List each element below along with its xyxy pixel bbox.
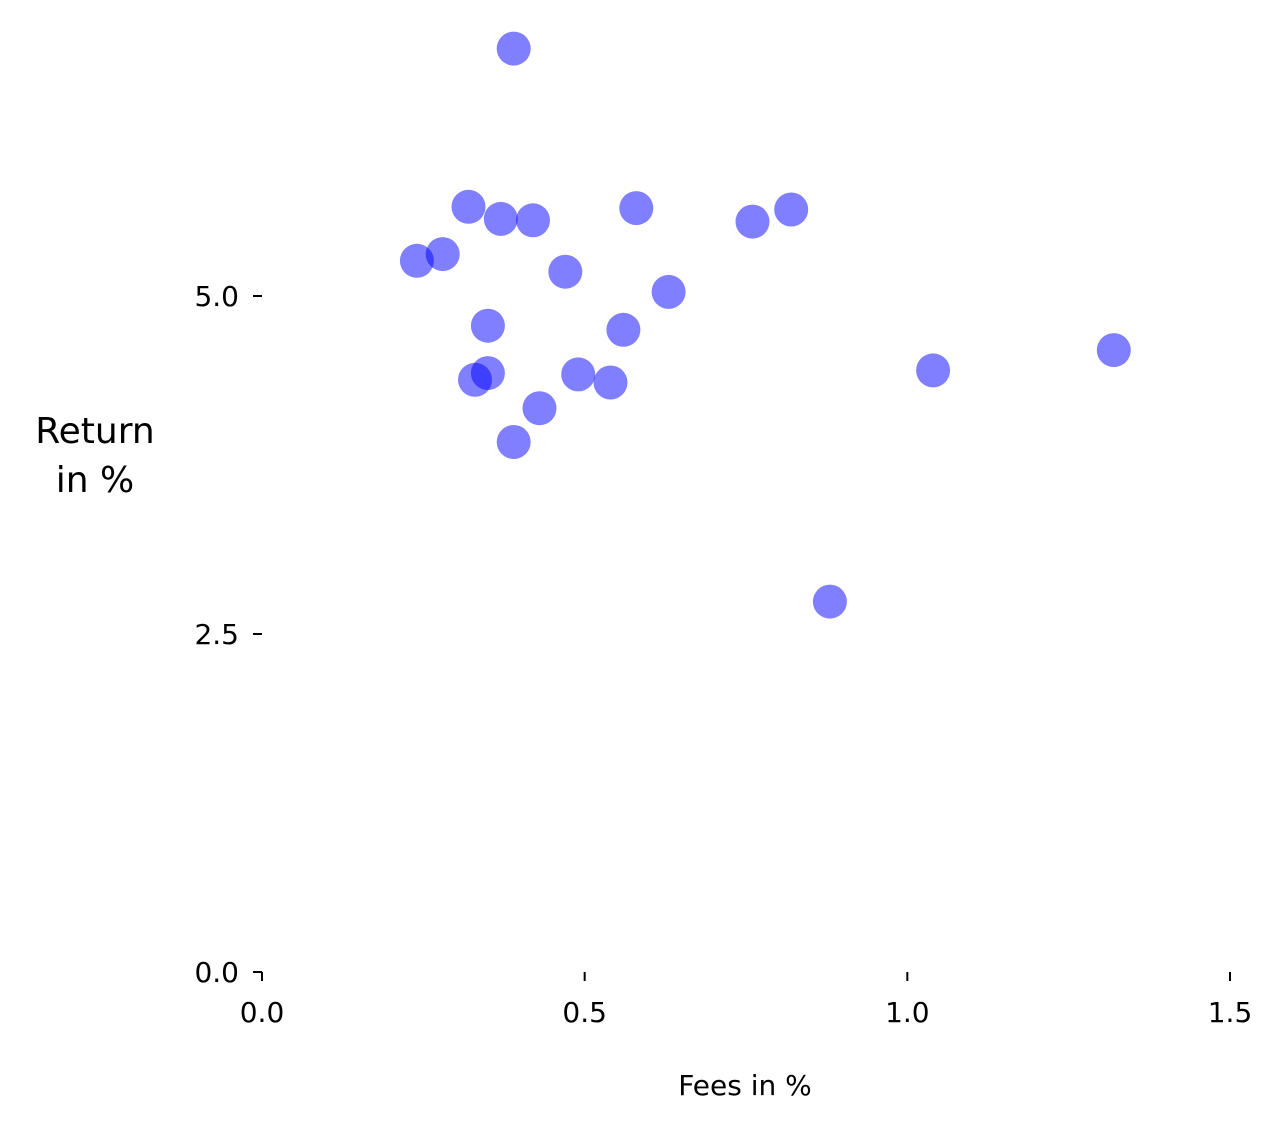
data-point [451, 189, 486, 224]
data-point [1096, 333, 1131, 368]
data-point [399, 243, 434, 278]
data-point [561, 357, 596, 392]
y-axis: 0.0 2.5 5.0 [194, 280, 262, 989]
data-point [458, 362, 492, 397]
y-axis-label-line-2: in % [56, 460, 134, 501]
y-tick-label: 0.0 [194, 956, 239, 989]
data-point [774, 192, 809, 227]
data-point [619, 191, 654, 226]
data-point [593, 365, 628, 400]
data-point [496, 425, 531, 459]
data-point [470, 308, 505, 343]
data-point [522, 391, 557, 426]
data-point [735, 204, 770, 239]
data-point [812, 584, 847, 619]
y-axis-label-line-1: Return [35, 411, 154, 452]
x-axis-label: Fees in % [678, 1069, 812, 1102]
x-tick-label: 1.5 [1208, 996, 1253, 1029]
x-tick-label: 0.5 [562, 996, 607, 1029]
data-point [483, 201, 518, 236]
x-tick-label: 0.0 [240, 996, 285, 1029]
data-point [496, 31, 531, 66]
data-point [606, 312, 641, 347]
x-tick-label: 1.0 [885, 996, 930, 1029]
x-axis: 0.0 0.5 1.0 1.5 [240, 972, 1253, 1029]
data-point [651, 274, 686, 309]
data-point [548, 254, 583, 289]
y-tick-label: 2.5 [194, 618, 239, 651]
data-point [516, 203, 550, 238]
data-point [916, 353, 951, 388]
y-tick-label: 5.0 [194, 280, 239, 313]
data-point [425, 237, 460, 272]
points-layer [399, 31, 1131, 619]
